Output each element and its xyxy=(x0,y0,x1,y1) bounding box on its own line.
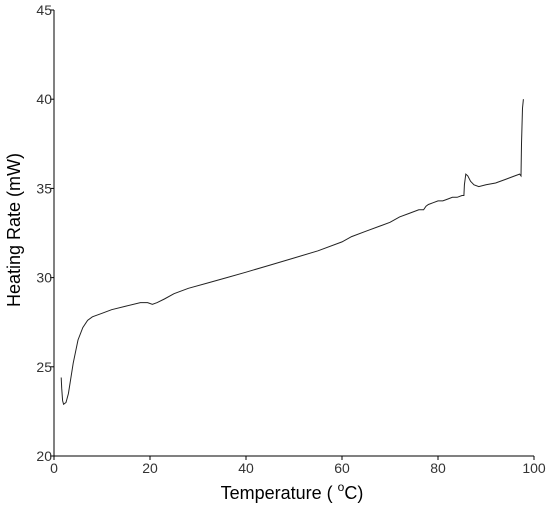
axes xyxy=(53,10,534,457)
y-tick-label: 45 xyxy=(36,2,52,18)
y-tick-label: 20 xyxy=(36,448,52,464)
x-axis-title-unit: C) xyxy=(344,483,363,503)
x-axis-ticks: 0 20 40 60 80 100 xyxy=(50,456,546,476)
y-axis-ticks: 20 25 30 35 40 45 xyxy=(36,2,54,464)
y-tick-label: 40 xyxy=(36,91,52,107)
x-tick-label: 80 xyxy=(430,460,446,476)
y-tick-label: 25 xyxy=(36,359,52,375)
y-axis-title: Heating Rate (mW) xyxy=(4,153,24,307)
degree-symbol: o xyxy=(338,480,345,494)
y-tick-label: 35 xyxy=(36,180,52,196)
x-axis-title-text: Temperature ( xyxy=(221,483,338,503)
x-axis-title: Temperature ( oC) xyxy=(221,480,364,503)
x-tick-label: 20 xyxy=(142,460,158,476)
x-tick-label: 0 xyxy=(50,460,58,476)
x-tick-label: 100 xyxy=(522,460,546,476)
y-tick-label: 30 xyxy=(36,270,52,286)
x-tick-label: 40 xyxy=(238,460,254,476)
heating-rate-line xyxy=(60,99,524,406)
x-tick-label: 60 xyxy=(334,460,350,476)
